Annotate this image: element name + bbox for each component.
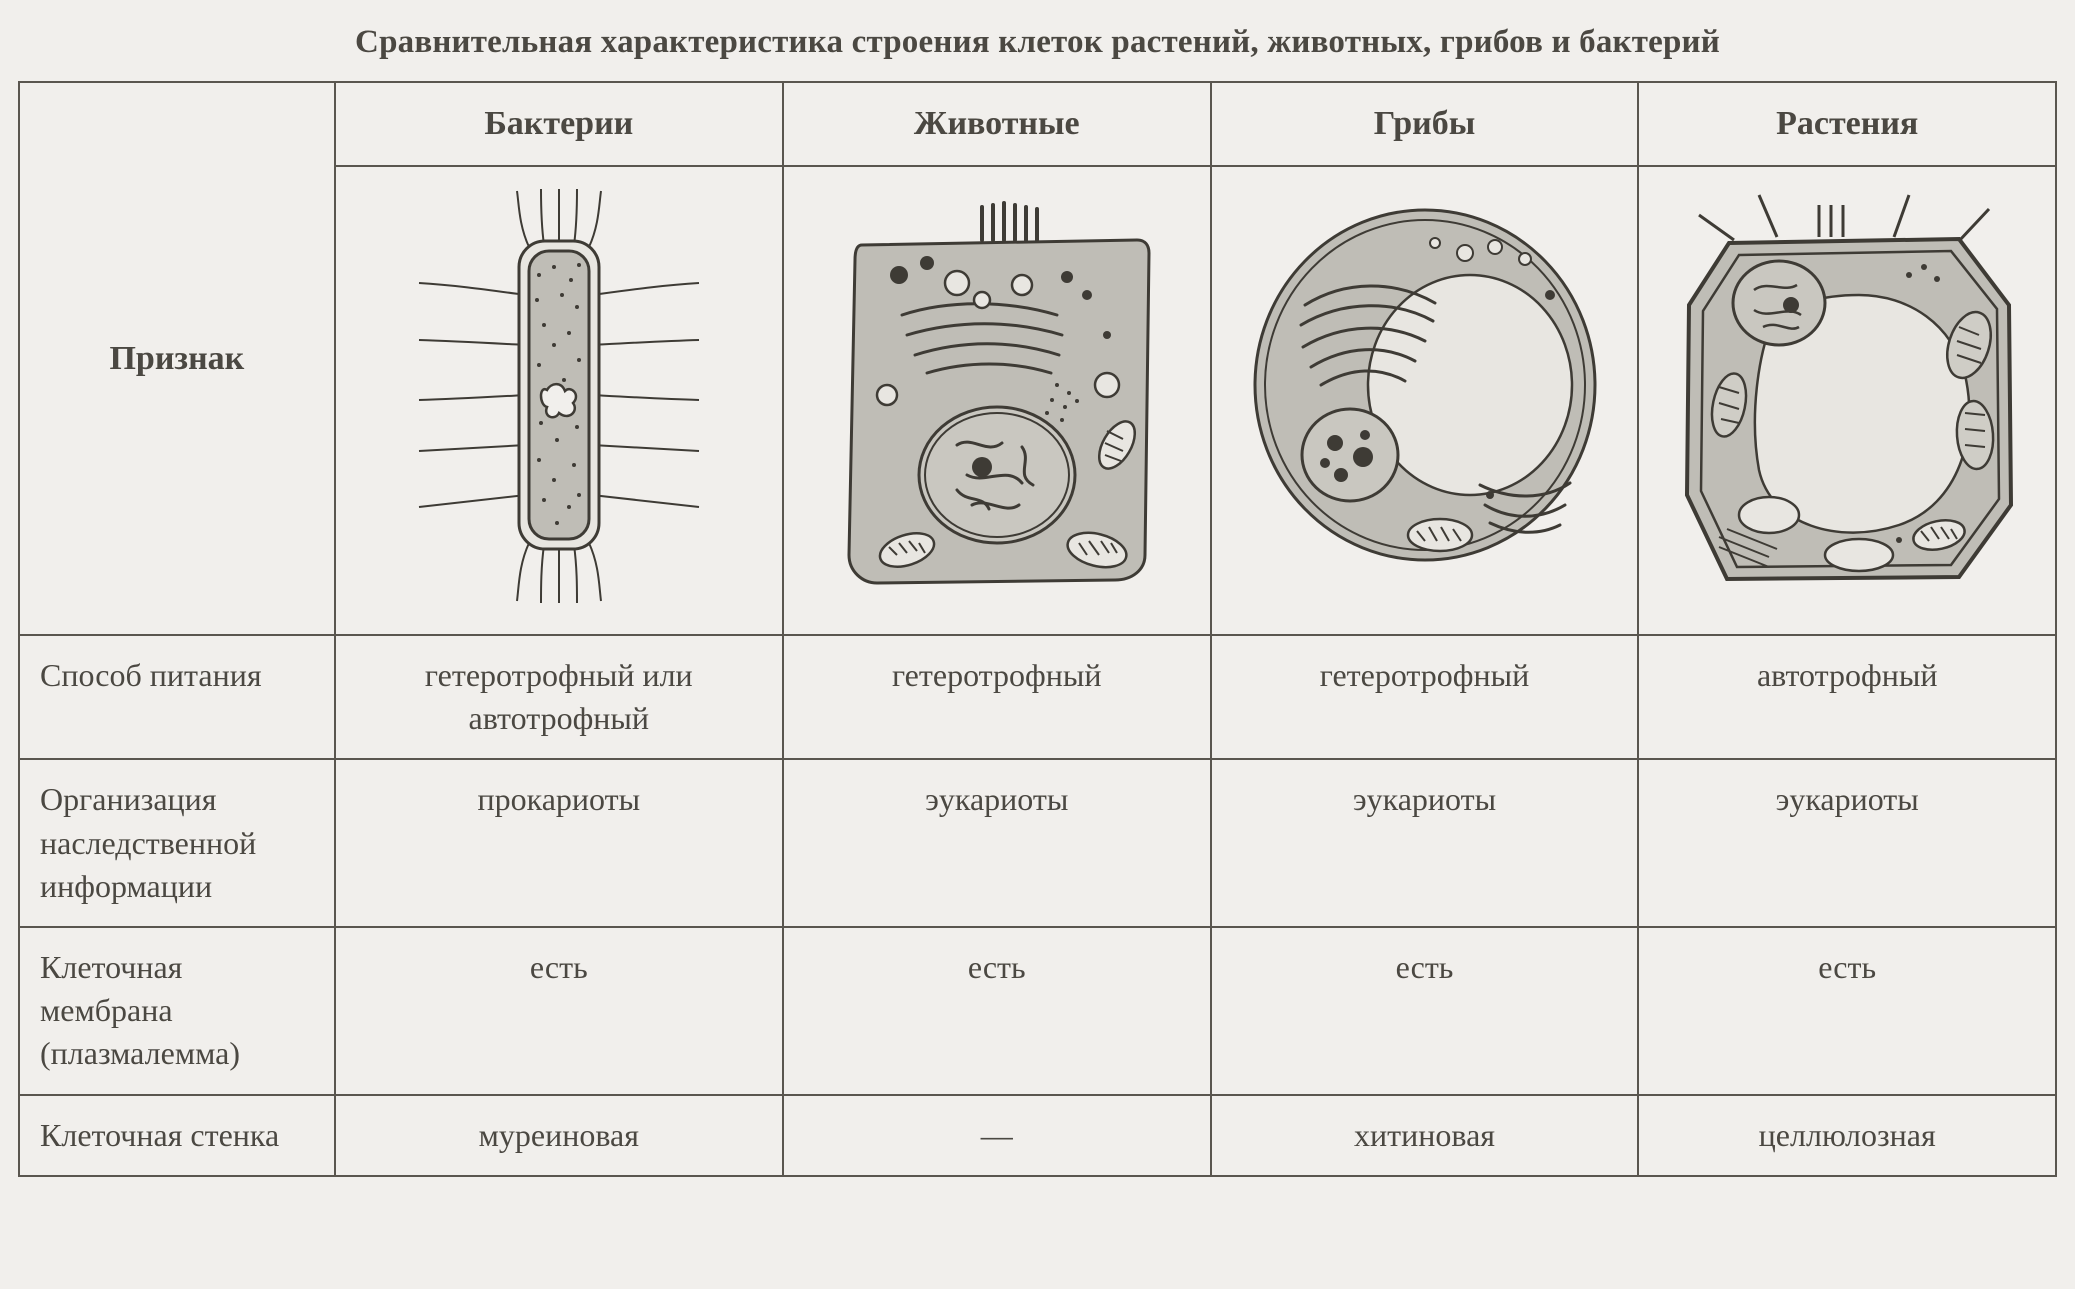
table-title: Сравнительная характеристика строения кл… bbox=[18, 24, 2057, 61]
fungal-cell-image bbox=[1211, 166, 1639, 635]
column-header-fungi: Грибы bbox=[1211, 82, 1639, 166]
table-row: Клеточная стенка муреиновая — хитиновая … bbox=[19, 1095, 2056, 1176]
table-row: Клеточная мембрана (плазмалемма) есть ес… bbox=[19, 927, 2056, 1095]
cell-value: есть bbox=[783, 927, 1211, 1095]
page-root: Сравнительная характеристика строения кл… bbox=[0, 0, 2075, 1207]
cell-value: муреиновая bbox=[335, 1095, 783, 1176]
plant-cell-image bbox=[1638, 166, 2056, 635]
column-header-plants: Растения bbox=[1638, 82, 2056, 166]
plant-cell-svg bbox=[1659, 185, 2039, 605]
cell-value: — bbox=[783, 1095, 1211, 1176]
cell-value: есть bbox=[1211, 927, 1639, 1095]
cell-value: гетеротрофный или автотрофный bbox=[335, 635, 783, 759]
feature-column-header: Признак bbox=[19, 82, 335, 635]
cell-value: есть bbox=[1638, 927, 2056, 1095]
column-header-bacteria: Бактерии bbox=[335, 82, 783, 166]
bacteria-cell-image bbox=[335, 166, 783, 635]
cell-value: эукариоты bbox=[783, 759, 1211, 927]
cell-value: гетеротрофный bbox=[783, 635, 1211, 759]
animal-cell-svg bbox=[807, 185, 1187, 605]
row-label: Организация наследствен­ной информа­ции bbox=[19, 759, 335, 927]
animal-cell-image bbox=[783, 166, 1211, 635]
row-label: Клеточная стенка bbox=[19, 1095, 335, 1176]
cell-value: хитиновая bbox=[1211, 1095, 1639, 1176]
fungal-cell-svg bbox=[1235, 185, 1615, 585]
cell-value: автотрофный bbox=[1638, 635, 2056, 759]
table-row: Способ питания гетеротрофный или автотро… bbox=[19, 635, 2056, 759]
comparison-table: Признак Бактерии Животные Грибы Растения bbox=[18, 81, 2057, 1177]
row-label: Клеточная мембрана (плазмалемма) bbox=[19, 927, 335, 1095]
cell-value: целлюлозная bbox=[1638, 1095, 2056, 1176]
row-label: Способ питания bbox=[19, 635, 335, 759]
header-row: Признак Бактерии Животные Грибы Растения bbox=[19, 82, 2056, 166]
bacteria-cell-svg bbox=[379, 185, 739, 605]
cell-value: эукариоты bbox=[1638, 759, 2056, 927]
cell-value: эукариоты bbox=[1211, 759, 1639, 927]
cell-value: гетеротрофный bbox=[1211, 635, 1639, 759]
table-row: Организация наследствен­ной информа­ции … bbox=[19, 759, 2056, 927]
cell-value: прокариоты bbox=[335, 759, 783, 927]
column-header-animals: Животные bbox=[783, 82, 1211, 166]
cell-value: есть bbox=[335, 927, 783, 1095]
